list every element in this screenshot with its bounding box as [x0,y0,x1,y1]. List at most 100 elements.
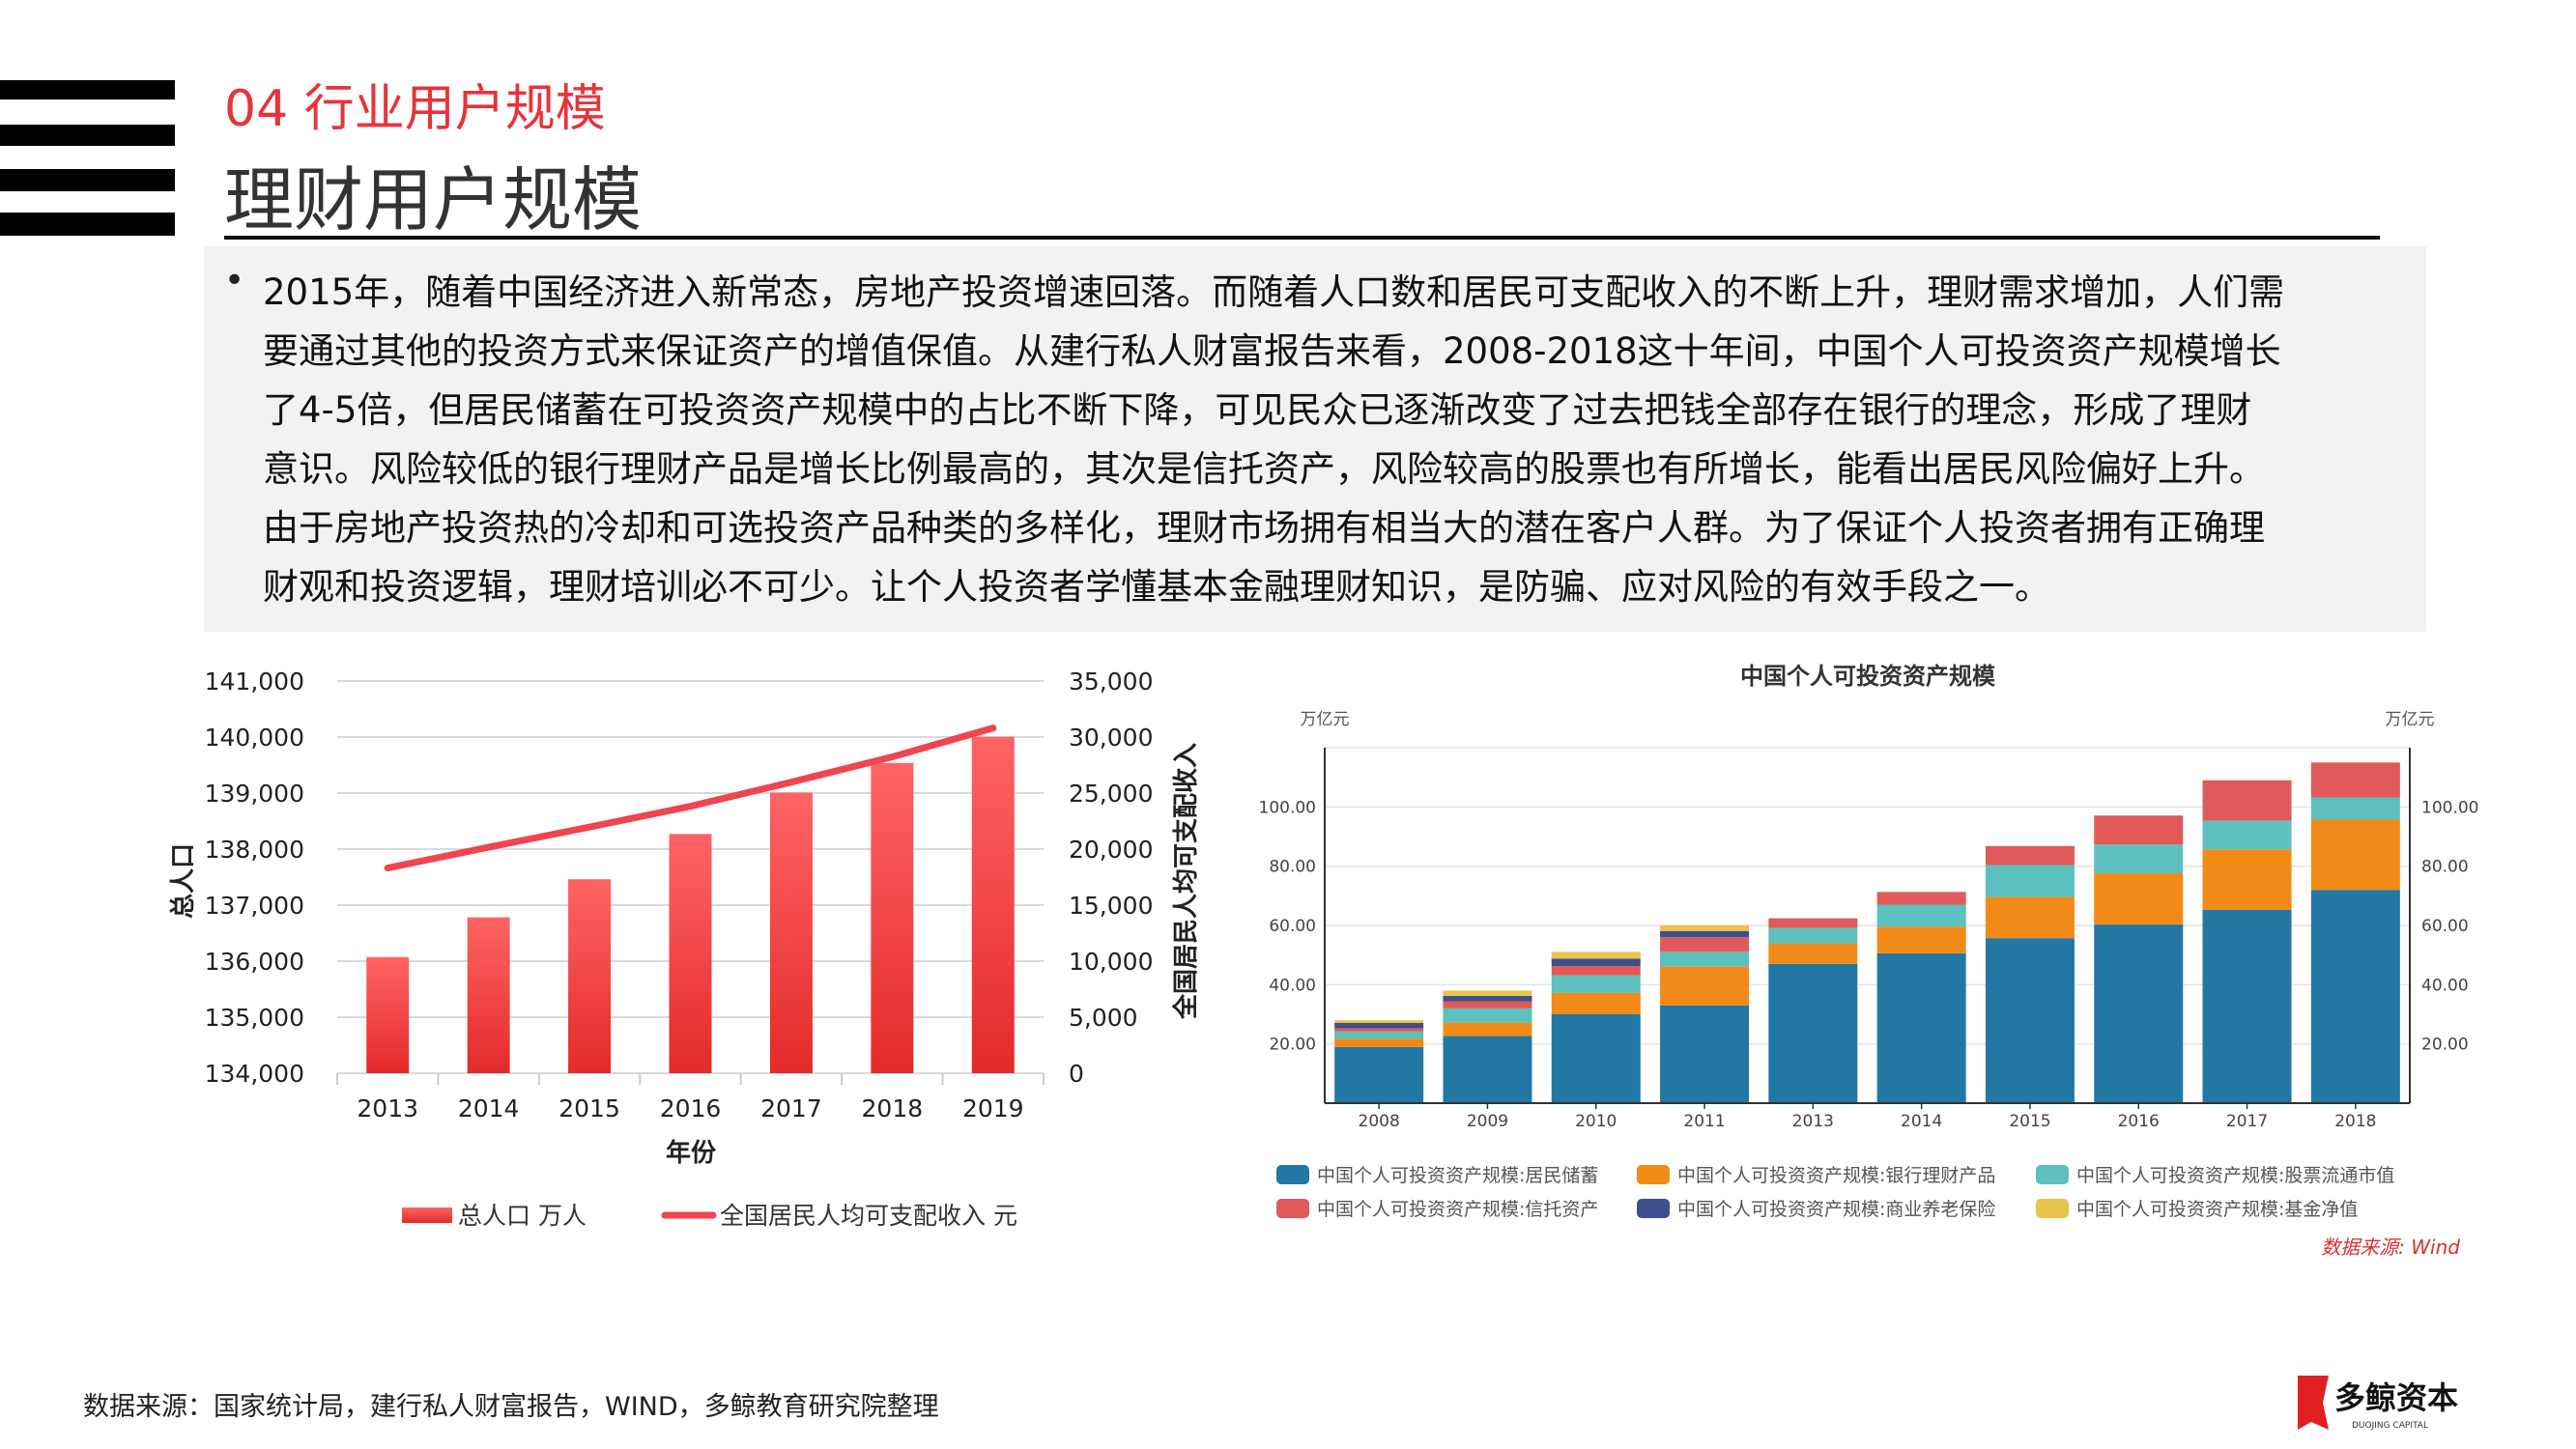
stacked-bar-segment [2202,780,2292,821]
svg-text:多鲸资本: 多鲸资本 [2334,1379,2458,1416]
x-tick-label: 2008 [1359,1112,1400,1131]
legend-label: 总人口 万人 [458,1202,587,1230]
stacked-bar-segment [1551,958,1641,967]
decor-stripe [0,125,175,146]
bar-population [769,792,813,1073]
stacked-bar-segment [1551,952,1641,959]
stacked-bar-segment [2310,890,2400,1103]
stacked-bar-segment [1768,918,1858,928]
bar-population [669,834,712,1073]
y-tick-label: 40.00 [1269,976,1316,995]
population-income-chart: 134,000 0 135,000 5,000 136,000 10,000 137,000… [169,668,1201,1230]
x-tick-label: 2014 [458,1094,520,1122]
x-tick-label: 2016 [2118,1112,2160,1131]
stacked-bar-segment [1334,1020,1424,1023]
legend-label: 中国个人可投资资产规模:基金净值 [2076,1199,2358,1220]
stacked-bar-segment [1334,1031,1424,1039]
y-tick-label: 80.00 [1269,858,1316,877]
x-tick-label: 2015 [2009,1112,2050,1131]
legend-swatch [1276,1165,1309,1184]
company-logo: 多鲸资本 DUOJING CAPITAL [2298,1376,2458,1431]
stacked-bar-segment [1985,845,2075,866]
legend-swatch [2036,1165,2069,1184]
title-divider [224,236,2380,240]
stacked-bar-segment [1334,1022,1424,1029]
y2-tick-label: 25,000 [1069,780,1153,808]
stacked-bar-segment [1443,1022,1532,1037]
y2-tick-label: 0 [1069,1060,1084,1088]
stacked-bar-segment [2094,844,2184,874]
stacked-bar-segment [2202,909,2292,1103]
bar-population [467,917,510,1073]
summary-box [204,246,2426,632]
section-subtitle: 04 行业用户规模 [224,80,606,138]
legend-label: 中国个人可投资资产规模:信托资产 [1317,1199,1598,1220]
y2-unit-label: 万亿元 [2386,710,2435,729]
y-tick-label: 141,000 [205,668,304,696]
y2-tick-label: 80.00 [2421,858,2469,877]
stacked-bar-segment [1660,1005,1750,1103]
y2-axis-title: 全国居民人均可支配收入 [1171,743,1201,1020]
stacked-bar-segment [1443,1001,1532,1009]
stacked-bar-segment [1443,990,1532,996]
y-tick-label: 134,000 [205,1060,304,1088]
x-tick-label: 2010 [1575,1112,1617,1131]
stacked-bar-segment [1551,975,1641,993]
stacked-bar-segment [1985,938,2075,1103]
bar-population [568,879,612,1073]
x-tick-label: 2011 [1683,1112,1725,1131]
y2-tick-label: 20,000 [1069,836,1153,864]
logo-mark-icon [2298,1376,2329,1430]
bar-population [366,956,410,1073]
x-tick-label: 2017 [760,1094,822,1122]
y2-tick-label: 10,000 [1069,948,1153,976]
stacked-bar-segment [1551,1014,1641,1103]
y-tick-label: 60.00 [1269,917,1316,936]
bar-population [871,762,914,1073]
body-line: 了4-5倍，但居民储蓄在可投资资产规模中的占比不断下降，可见民众已逐渐改变了过去… [263,389,2252,431]
decor-stripe [0,80,175,99]
x-tick-label: 2009 [1467,1112,1508,1131]
stacked-bar-segment [1660,952,1750,967]
stacked-bar-segment [2202,849,2292,910]
x-tick-label: 2013 [357,1094,418,1122]
stacked-bar-segment [1660,925,1750,931]
legend-swatch [2036,1199,2069,1218]
y-tick-label: 137,000 [205,892,304,920]
y-tick-label: 138,000 [205,836,304,864]
stacked-bar-segment [1334,1046,1424,1103]
stacked-bar-segment [1876,952,1966,1103]
stacked-bar-segment [1443,1036,1532,1103]
body-line: 财观和投资逻辑，理财培训必不可少。让个人投资者学懂基本金融理财知识，是防骗、应对… [263,566,2050,608]
legend-swatch-bar [402,1208,452,1223]
x-tick-label: 2018 [862,1094,924,1122]
stacked-bar-segment [1768,943,1858,964]
footer-source: 数据来源：国家统计局，建行私人财富报告，WIND，多鲸教育研究院整理 [83,1392,939,1422]
body-line: 由于房地产投资热的冷却和可选投资产品种类的多样化，理财市场拥有相当大的潜在客户人… [263,507,2265,549]
stacked-bar-segment [1876,926,1966,953]
y-axis-title: 总人口 [169,843,198,919]
stacked-bar-segment [2094,924,2184,1103]
stacked-bar-segment [1876,904,1966,927]
y2-tick-label: 35,000 [1069,668,1153,696]
stacked-bar-segment [2310,819,2400,891]
legend-swatch [1637,1199,1670,1218]
bullet-icon: • [224,261,245,300]
stacked-bar-segment [2310,762,2400,798]
x-tick-label: 2016 [660,1094,722,1122]
stacked-bar-segment [1768,927,1858,944]
x-tick-label: 2014 [1901,1112,1942,1131]
stacked-bar-segment [1985,865,2075,897]
y2-tick-label: 40.00 [2421,976,2469,995]
y-tick-label: 20.00 [1269,1036,1316,1055]
y-tick-label: 135,000 [205,1004,304,1032]
legend-label: 中国个人可投资资产规模:银行理财产品 [1677,1165,1995,1186]
x-tick-label: 2017 [2226,1112,2268,1131]
stacked-bar-segment [1768,963,1858,1103]
y2-tick-label: 30,000 [1069,724,1153,752]
x-axis-title: 年份 [666,1138,716,1168]
stacked-bar-segment [1876,892,1966,905]
page-title: 理财用户规模 [224,159,643,241]
body-line: 意识。风险较低的银行理财产品是增长比例最高的，其次是信托资产，风险较高的股票也有… [263,448,2265,490]
